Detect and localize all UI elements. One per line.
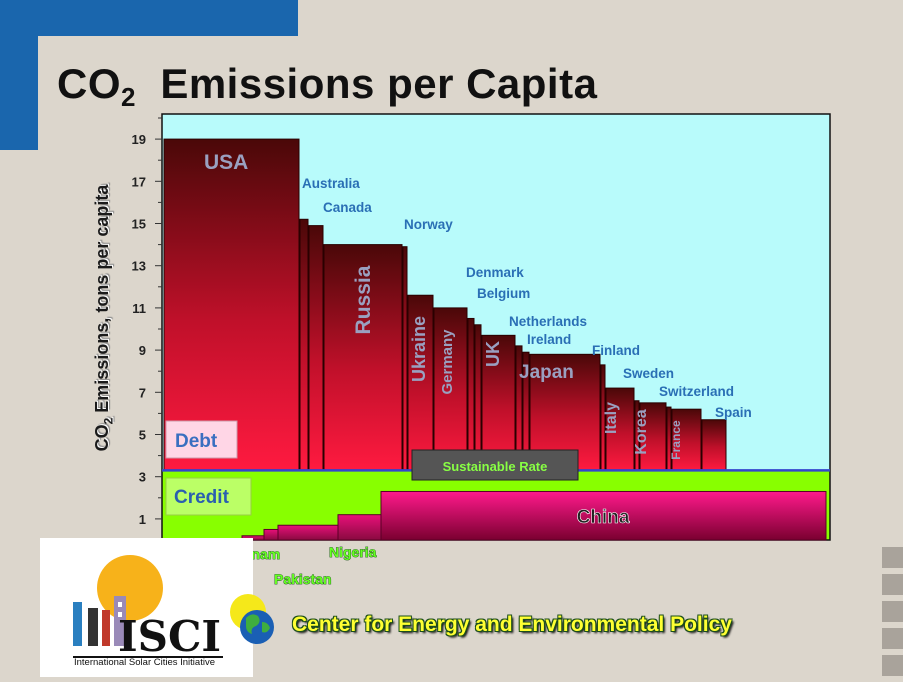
- bar-italy: [605, 387, 635, 471]
- decor-square: [882, 574, 903, 595]
- bar-label-belgium: Belgium: [477, 286, 530, 301]
- bar-label-finland: Finland: [592, 343, 640, 358]
- bar-label-netherlands: Netherlands: [509, 314, 587, 329]
- bar-label-china: China: [577, 507, 630, 528]
- bar-label-uk: UK: [483, 341, 503, 367]
- decor-square: [882, 601, 903, 622]
- bar-norway: [402, 246, 408, 471]
- decor-square: [882, 547, 903, 568]
- logo-name: ISCI: [118, 612, 222, 661]
- credit-label-nigeria: Nigeria: [329, 544, 377, 560]
- page-title: CO2 Emissions per Capita: [57, 60, 598, 112]
- bar-uk: [481, 334, 516, 471]
- y-tick-label: 13: [132, 259, 146, 274]
- credit-label: Credit: [174, 487, 230, 508]
- bar-label-germany: Germany: [439, 329, 456, 395]
- bar-label-sweden: Sweden: [623, 366, 674, 381]
- debt-label: Debt: [175, 431, 218, 452]
- bar-label-russia: Russia: [352, 265, 375, 334]
- debt-box: [165, 420, 238, 459]
- bar-denmark: [467, 317, 475, 471]
- y-tick-label: 11: [132, 301, 146, 316]
- bar-label-france: France: [669, 420, 683, 460]
- center-name: Center for Energy and Environmental Poli…: [292, 613, 732, 636]
- y-tick-label: 3: [139, 470, 146, 485]
- y-tick-label: 7: [139, 385, 146, 400]
- bar-belgium: [474, 324, 482, 471]
- bar-korea: [639, 402, 667, 471]
- decor-square: [882, 655, 903, 676]
- bar-usa: [163, 138, 300, 471]
- y-tick-label: 1: [139, 512, 146, 527]
- bar-canada: [308, 225, 324, 471]
- bar-label-italy: Italy: [603, 402, 620, 434]
- bar-label-canada: Canada: [323, 200, 372, 215]
- bar-spain: [701, 419, 727, 471]
- bar-russia: [323, 244, 403, 471]
- sustainable-box: [411, 449, 579, 481]
- credit-bar-vietnam: [263, 528, 279, 541]
- credit-label-pakistan: Pakistan: [274, 571, 332, 587]
- bar-label-usa: USA: [204, 151, 248, 174]
- bar-label-switzerland: Switzerland: [659, 384, 734, 399]
- y-tick-label: 5: [139, 428, 146, 443]
- y-tick-label: 17: [132, 174, 146, 189]
- y-tick-label: 9: [139, 343, 146, 358]
- bar-label-korea: Korea: [633, 409, 650, 454]
- bar-label-spain: Spain: [715, 405, 752, 420]
- bar-label-ireland: Ireland: [527, 332, 571, 347]
- credit-box: [165, 477, 252, 516]
- bar-label-norway: Norway: [404, 217, 453, 232]
- bar-australia: [299, 218, 309, 471]
- bar-ukraine: [407, 294, 434, 471]
- bar-label-denmark: Denmark: [466, 265, 524, 280]
- y-tick-label: 19: [132, 132, 146, 147]
- bar-label-australia: Australia: [302, 176, 360, 191]
- logo-subtitle: International Solar Cities Initiative: [74, 657, 215, 668]
- decor-square: [882, 628, 903, 649]
- credit-bar-china: [380, 490, 827, 541]
- sustainable-label: Sustainable Rate: [443, 459, 548, 474]
- bar-label-japan: Japan: [519, 362, 574, 383]
- credit-bar-pakistan: [277, 524, 339, 541]
- y-tick-label: 15: [132, 217, 146, 232]
- solar-cities-logo-icon: [73, 555, 223, 658]
- bar-germany: [433, 307, 468, 471]
- bar-label-ukraine: Ukraine: [409, 316, 429, 382]
- logo-panel: [40, 538, 253, 677]
- blue-accent-bar: [0, 0, 298, 36]
